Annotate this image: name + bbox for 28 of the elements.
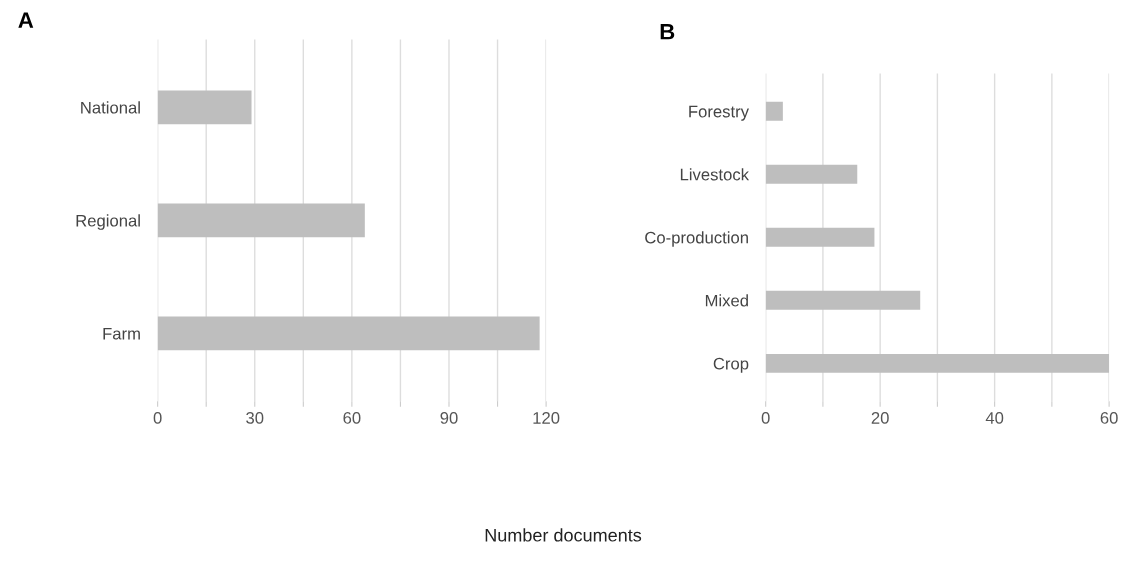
y-tick-label: Farm — [103, 327, 140, 340]
bar — [765, 290, 921, 310]
chart-title: B — [660, 24, 675, 40]
bar — [765, 227, 875, 247]
bar — [765, 353, 1110, 373]
bar — [765, 101, 783, 121]
x-tick-label: 0 — [761, 412, 770, 424]
y-tick-label: Co-production — [645, 231, 748, 247]
x-tick-label: 120 — [533, 412, 560, 424]
chart-title: A — [18, 12, 34, 28]
y-tick-label: Crop — [713, 357, 749, 373]
y-tick-label: National — [81, 101, 140, 114]
text: Number documents — [485, 528, 642, 542]
bar — [157, 203, 365, 238]
x-tick-label: 60 — [343, 412, 361, 424]
x-tick-label: 0 — [153, 412, 162, 424]
x-tick-label: 60 — [1100, 412, 1118, 424]
x-tick-label: 40 — [985, 412, 1004, 424]
bar — [157, 90, 252, 125]
y-tick-label: Livestock — [680, 168, 750, 181]
x-tick-label: 30 — [246, 412, 264, 424]
bar — [157, 316, 540, 351]
bar — [765, 164, 858, 184]
y-tick-label: Regional — [76, 214, 140, 230]
x-tick-label: 90 — [440, 412, 458, 424]
y-tick-label: Mixed — [705, 294, 748, 307]
y-tick-label: Forestry — [689, 105, 749, 121]
x-tick-label: 20 — [871, 412, 889, 424]
